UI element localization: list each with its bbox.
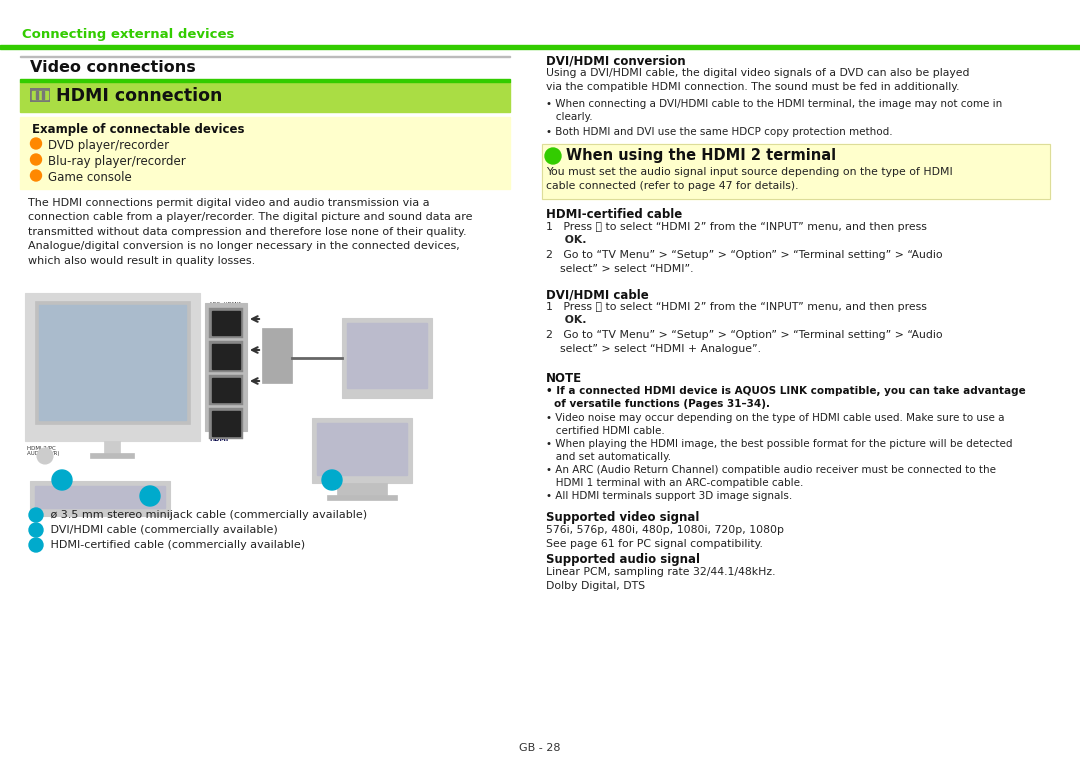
- Bar: [36, 91, 38, 99]
- Text: HDMI 2: HDMI 2: [210, 336, 229, 340]
- Text: • Video noise may occur depending on the type of HDMI cable used. Make sure to u: • Video noise may occur depending on the…: [546, 413, 1004, 436]
- Bar: [21, 56, 510, 57]
- Text: NOTE: NOTE: [546, 372, 582, 385]
- Text: You must set the audio signal input source depending on the type of HDMI
cable c: You must set the audio signal input sour…: [546, 167, 953, 191]
- Bar: [39, 305, 186, 420]
- Text: ARC  HDMI1: ARC HDMI1: [210, 302, 242, 307]
- Bar: [30, 481, 170, 516]
- Text: Supported audio signal: Supported audio signal: [546, 553, 700, 566]
- Text: • When playing the HDMI image, the best possible format for the picture will be : • When playing the HDMI image, the best …: [546, 439, 1013, 462]
- Circle shape: [322, 470, 342, 490]
- Bar: [327, 495, 397, 500]
- Bar: [21, 82, 510, 112]
- Bar: [104, 441, 120, 453]
- Bar: [205, 303, 247, 431]
- Text: 2: 2: [146, 490, 153, 500]
- Text: OK.: OK.: [546, 315, 586, 325]
- Text: MHL HDMI4: MHL HDMI4: [210, 402, 241, 407]
- Text: Linear PCM, sampling rate 32/44.1/48kHz.
Dolby Digital, DTS: Linear PCM, sampling rate 32/44.1/48kHz.…: [546, 567, 775, 591]
- Text: • All HDMI terminals support 3D image signals.: • All HDMI terminals support 3D image si…: [546, 491, 793, 501]
- Text: Video connections: Video connections: [30, 60, 195, 75]
- Text: • When connecting a DVI/HDMI cable to the HDMI terminal, the image may not come : • When connecting a DVI/HDMI cable to th…: [546, 99, 1002, 122]
- Text: HDMI 3: HDMI 3: [210, 369, 229, 374]
- Circle shape: [29, 538, 43, 552]
- Bar: [542, 144, 1050, 199]
- Text: Blu-ray player/recorder: Blu-ray player/recorder: [48, 155, 186, 168]
- Text: of versatile functions (Pages 31–34).: of versatile functions (Pages 31–34).: [554, 399, 770, 409]
- Text: HDMI: HDMI: [210, 336, 228, 342]
- Circle shape: [30, 154, 41, 165]
- Circle shape: [545, 148, 561, 164]
- Bar: [21, 117, 510, 189]
- Bar: [542, 144, 1050, 199]
- Bar: [212, 378, 240, 402]
- Text: • If a connected HDMI device is AQUOS LINK compatible, you can take advantage: • If a connected HDMI device is AQUOS LI…: [546, 386, 1026, 396]
- Text: HDMI connection: HDMI connection: [56, 87, 222, 105]
- Text: Connecting external devices: Connecting external devices: [22, 28, 234, 41]
- Text: aquos: aquos: [53, 313, 75, 319]
- Text: 1   Press ⎕ to select “HDMI 2” from the “INPUT” menu, and then press: 1 Press ⎕ to select “HDMI 2” from the “I…: [546, 302, 927, 312]
- Text: • Both HDMI and DVI use the same HDCP copy protection method.: • Both HDMI and DVI use the same HDCP co…: [546, 127, 893, 137]
- Text: HDMI: HDMI: [210, 404, 228, 408]
- Text: 2   Go to “TV Menu” > “Setup” > “Option” > “Terminal setting” > “Audio
    selec: 2 Go to “TV Menu” > “Setup” > “Option” >…: [546, 330, 943, 353]
- Text: DVI/HDMI cable: DVI/HDMI cable: [546, 288, 649, 301]
- Bar: [337, 483, 387, 495]
- Text: HDMI-certified cable (commercially available): HDMI-certified cable (commercially avail…: [48, 540, 306, 550]
- Bar: [35, 486, 165, 508]
- Text: Using a DVI/HDMI cable, the digital video signals of a DVD can also be played
vi: Using a DVI/HDMI cable, the digital vide…: [546, 68, 970, 92]
- Text: HDMI-certified cable: HDMI-certified cable: [546, 208, 683, 221]
- Bar: [0, 45, 1080, 49]
- Bar: [212, 311, 240, 336]
- Bar: [90, 453, 134, 458]
- Text: Game console: Game console: [48, 171, 132, 184]
- Text: 1: 1: [58, 474, 66, 484]
- Bar: [262, 328, 292, 383]
- Text: 1   Press ⎕ to select “HDMI 2” from the “INPUT” menu, and then press: 1 Press ⎕ to select “HDMI 2” from the “I…: [546, 222, 927, 232]
- Circle shape: [37, 448, 53, 464]
- Bar: [347, 323, 427, 388]
- Text: 576i, 576p, 480i, 480p, 1080i, 720p, 1080p
See page 61 for PC signal compatibili: 576i, 576p, 480i, 480p, 1080i, 720p, 108…: [546, 525, 784, 549]
- Bar: [32, 91, 48, 99]
- Circle shape: [30, 170, 41, 181]
- Circle shape: [29, 508, 43, 522]
- Bar: [342, 318, 432, 398]
- Bar: [42, 91, 44, 99]
- Text: GB - 28: GB - 28: [519, 743, 561, 753]
- Text: 2   Go to “TV Menu” > “Setup” > “Option” > “Terminal setting” > “Audio
    selec: 2 Go to “TV Menu” > “Setup” > “Option” >…: [546, 250, 943, 274]
- Circle shape: [140, 486, 160, 506]
- Bar: [30, 88, 50, 102]
- Text: OK.: OK.: [546, 235, 586, 245]
- Bar: [212, 344, 240, 369]
- Text: DVI/HDMI conversion: DVI/HDMI conversion: [546, 54, 686, 67]
- Text: DVD player/recorder: DVD player/recorder: [48, 139, 170, 152]
- Text: DVI/HDMI cable (commercially available): DVI/HDMI cable (commercially available): [48, 525, 278, 535]
- Bar: [35, 301, 190, 424]
- Text: HDMI: HDMI: [210, 437, 228, 442]
- Text: 3: 3: [328, 474, 336, 484]
- Bar: [312, 418, 411, 483]
- Bar: [25, 293, 200, 441]
- Bar: [21, 79, 510, 82]
- Bar: [210, 308, 243, 339]
- Text: HDMI: HDMI: [210, 370, 228, 375]
- Text: ø 3.5 mm stereo minijack cable (commercially available): ø 3.5 mm stereo minijack cable (commerci…: [48, 510, 367, 520]
- Text: • An ARC (Audio Return Channel) compatible audio receiver must be connected to t: • An ARC (Audio Return Channel) compatib…: [546, 465, 996, 488]
- Bar: [210, 342, 243, 372]
- Circle shape: [52, 470, 72, 490]
- Bar: [210, 375, 243, 405]
- Circle shape: [30, 138, 41, 149]
- Bar: [318, 423, 407, 475]
- Text: The HDMI connections permit digital video and audio transmission via a
connectio: The HDMI connections permit digital vide…: [28, 198, 473, 266]
- Bar: [212, 411, 240, 436]
- Text: When using the HDMI 2 terminal: When using the HDMI 2 terminal: [566, 148, 836, 163]
- Text: Example of connectable devices: Example of connectable devices: [32, 123, 244, 136]
- Circle shape: [29, 523, 43, 537]
- Text: HDMI 2/PC
AUDIO (L/R): HDMI 2/PC AUDIO (L/R): [27, 445, 59, 456]
- Bar: [210, 408, 243, 439]
- Text: Supported video signal: Supported video signal: [546, 511, 700, 524]
